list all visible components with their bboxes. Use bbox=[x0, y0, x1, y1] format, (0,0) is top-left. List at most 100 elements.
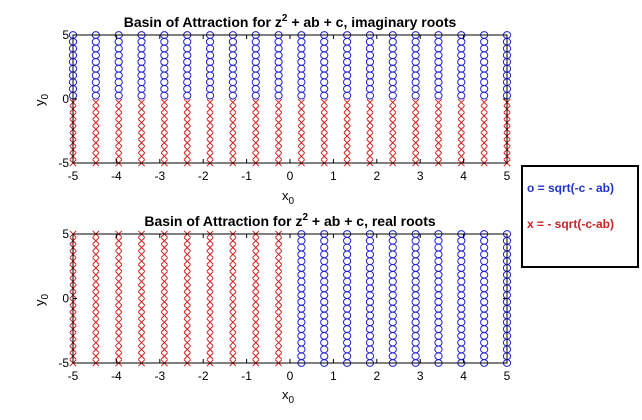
marker-x bbox=[275, 257, 283, 265]
marker-o bbox=[434, 277, 443, 286]
marker-x bbox=[92, 125, 100, 133]
marker-x bbox=[229, 152, 237, 160]
marker-x bbox=[229, 139, 237, 147]
marker-x bbox=[229, 305, 237, 313]
marker-o bbox=[365, 64, 375, 73]
marker-x bbox=[183, 271, 191, 279]
marker-x bbox=[206, 311, 214, 320]
marker-o bbox=[480, 284, 489, 293]
marker-o bbox=[480, 58, 489, 66]
marker-x bbox=[343, 119, 351, 127]
marker-x bbox=[275, 264, 283, 272]
marker-x bbox=[137, 257, 146, 265]
marker-o bbox=[343, 51, 352, 60]
marker-x bbox=[92, 318, 100, 326]
marker-x bbox=[252, 132, 260, 140]
marker-x bbox=[137, 119, 146, 127]
marker-x bbox=[252, 318, 260, 326]
marker-o bbox=[480, 318, 489, 327]
marker-o bbox=[320, 297, 329, 306]
marker-o bbox=[388, 58, 397, 66]
marker-o bbox=[388, 37, 397, 46]
marker-x bbox=[389, 139, 397, 147]
marker-o bbox=[343, 277, 352, 286]
marker-x bbox=[183, 237, 191, 245]
marker-o bbox=[457, 277, 466, 286]
marker-x bbox=[275, 244, 283, 252]
marker-x bbox=[252, 271, 260, 279]
marker-o bbox=[297, 71, 306, 80]
marker-o bbox=[320, 243, 329, 252]
marker-o bbox=[274, 85, 283, 93]
marker-o bbox=[251, 58, 260, 66]
x-tick-label: 4 bbox=[460, 369, 467, 383]
marker-o bbox=[343, 236, 352, 245]
marker-o bbox=[205, 91, 215, 100]
marker-x bbox=[412, 152, 420, 160]
legend-entry-blue: o = sqrt(-c - ab) bbox=[527, 181, 614, 195]
marker-o bbox=[457, 352, 466, 361]
marker-x bbox=[183, 332, 191, 340]
marker-o bbox=[91, 85, 100, 93]
marker-x bbox=[229, 352, 237, 360]
marker-x bbox=[320, 112, 328, 120]
marker-x bbox=[206, 305, 214, 313]
marker-x bbox=[229, 112, 237, 120]
marker-x bbox=[137, 264, 146, 272]
marker-x bbox=[343, 139, 351, 147]
marker-o bbox=[251, 85, 260, 93]
marker-o bbox=[343, 345, 352, 354]
marker-o bbox=[343, 64, 352, 73]
x-tick-label: -4 bbox=[111, 369, 122, 383]
marker-x bbox=[115, 152, 123, 160]
marker-o bbox=[251, 51, 260, 60]
marker-x bbox=[252, 345, 260, 353]
marker-x bbox=[183, 98, 191, 106]
marker-x bbox=[160, 284, 168, 292]
marker-x bbox=[275, 132, 283, 140]
marker-x bbox=[160, 264, 168, 272]
marker-x bbox=[229, 105, 237, 113]
marker-x bbox=[183, 250, 191, 258]
marker-x bbox=[252, 119, 260, 127]
marker-o bbox=[320, 64, 329, 73]
marker-x bbox=[389, 98, 397, 106]
marker-o bbox=[297, 318, 306, 327]
x-tick-label: 4 bbox=[460, 169, 467, 183]
marker-x bbox=[297, 98, 305, 106]
marker-o bbox=[434, 236, 443, 245]
marker-o bbox=[434, 71, 443, 80]
marker-x bbox=[275, 152, 283, 160]
marker-x bbox=[457, 139, 465, 147]
marker-o bbox=[457, 91, 466, 100]
marker-x bbox=[275, 277, 283, 286]
marker-x bbox=[389, 125, 397, 133]
marker-x bbox=[320, 132, 328, 140]
marker-x bbox=[92, 264, 100, 272]
marker-o bbox=[228, 44, 237, 53]
marker-o bbox=[160, 51, 169, 60]
marker-o bbox=[297, 257, 306, 266]
marker-x bbox=[252, 298, 260, 306]
marker-x bbox=[229, 237, 237, 245]
marker-o bbox=[434, 58, 443, 66]
marker-o bbox=[480, 51, 489, 60]
marker-x bbox=[434, 132, 443, 140]
x-tick-label: -4 bbox=[111, 169, 122, 183]
marker-o bbox=[434, 318, 443, 327]
marker-o bbox=[228, 51, 237, 60]
marker-o bbox=[297, 58, 306, 66]
marker-x bbox=[206, 277, 214, 286]
x-tick-label: -3 bbox=[154, 369, 165, 383]
marker-x bbox=[366, 98, 374, 106]
marker-x bbox=[320, 98, 328, 106]
marker-o bbox=[297, 304, 306, 313]
marker-o bbox=[320, 257, 329, 266]
marker-x bbox=[229, 264, 237, 272]
marker-x bbox=[252, 145, 260, 154]
marker-x bbox=[160, 318, 168, 326]
marker-x bbox=[183, 132, 191, 140]
marker-o bbox=[91, 71, 100, 80]
marker-o bbox=[411, 270, 420, 279]
marker-x bbox=[229, 311, 237, 320]
